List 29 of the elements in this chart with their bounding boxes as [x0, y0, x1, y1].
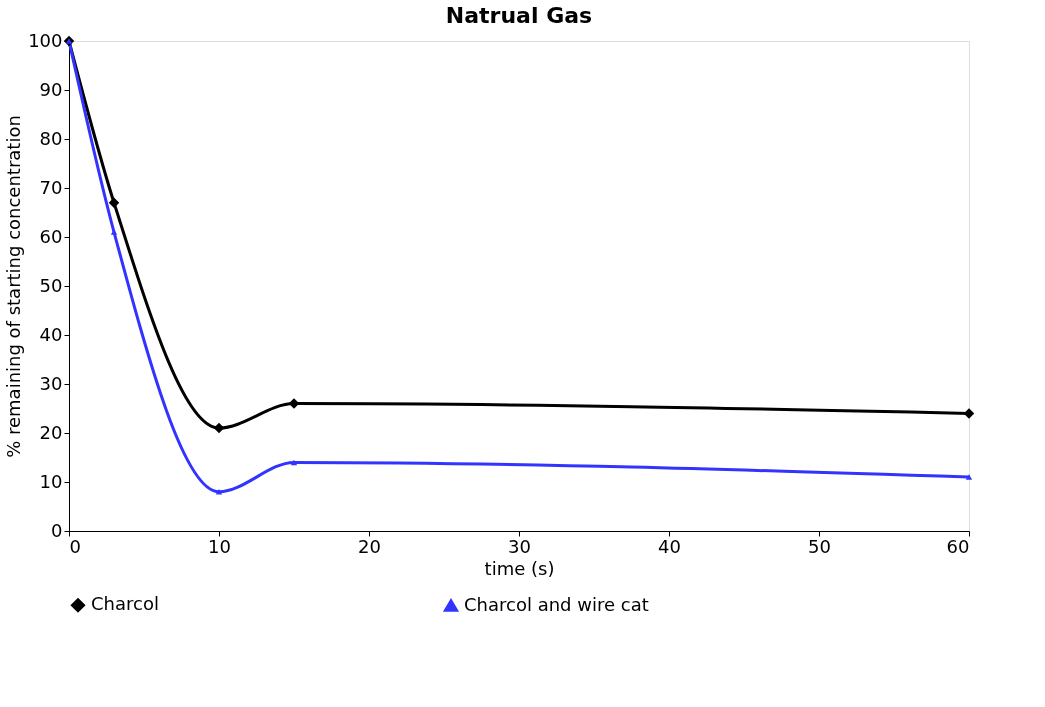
point	[110, 229, 118, 235]
point	[963, 408, 975, 419]
chart-title: Natrual Gas	[445, 3, 593, 28]
y-tick-label: 60	[39, 225, 63, 247]
y-tick-label: 50	[39, 274, 63, 296]
x-tick-label: 10	[208, 535, 231, 557]
y-tick-label: 20	[39, 421, 63, 443]
legend-label: Charcol and wire cat	[464, 593, 649, 615]
x-axis-title: time (s)	[484, 557, 555, 579]
point	[108, 197, 120, 208]
y-tick-label: 0	[51, 519, 63, 541]
y-axis-title: % remaining of starting concentration	[3, 115, 25, 458]
point	[290, 459, 298, 466]
point	[965, 474, 973, 480]
point	[215, 489, 223, 495]
y-tick-label: 70	[39, 176, 63, 198]
y-tick-label: 90	[39, 78, 63, 100]
x-tick-label: 60	[946, 535, 970, 557]
y-tick-label: 100	[28, 29, 63, 51]
legend-label: Charcol	[91, 593, 159, 615]
x-tick-label: 20	[358, 535, 381, 557]
y-tick-label: 10	[39, 470, 63, 492]
x-tick-label: 0	[69, 535, 81, 557]
x-tick-label: 50	[808, 535, 831, 557]
x-tick-label: 40	[658, 535, 681, 557]
x-tick-label: 30	[508, 535, 531, 557]
y-tick-label: 80	[39, 127, 63, 149]
y-tick-label: 30	[39, 372, 63, 394]
y-tick-label: 40	[39, 323, 63, 345]
